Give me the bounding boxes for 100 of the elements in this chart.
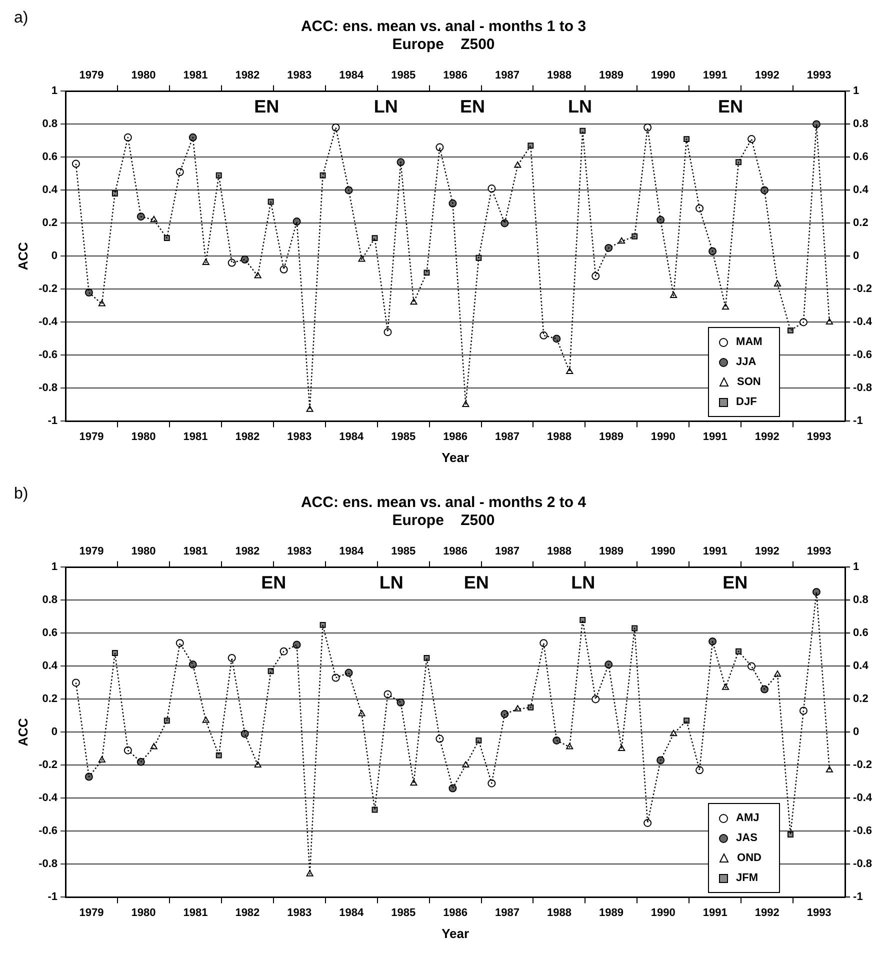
- y2-tick-label: 1: [853, 561, 860, 574]
- x-tick-label: 1990: [650, 546, 676, 558]
- y2-tick-label: -0.4: [853, 316, 873, 328]
- chart-title: ACC: ens. mean vs. anal - months 1 to 3: [300, 18, 586, 36]
- point: [188, 133, 197, 142]
- y2-tick-label: 0.8: [853, 594, 868, 606]
- point: [540, 331, 548, 340]
- x-tick-label: 1989: [598, 70, 624, 82]
- x2-tick-label: 1986: [443, 906, 468, 919]
- point: [150, 216, 158, 222]
- x2-tick-label: 1979: [79, 430, 104, 443]
- y-axis-title: ACC: [15, 242, 30, 270]
- x-tick-label: 1979: [79, 70, 104, 82]
- point: [760, 685, 768, 694]
- y2-tick-label: 0.2: [853, 217, 868, 230]
- x-tick-label: 1992: [754, 546, 780, 558]
- point: [514, 705, 522, 712]
- point: [748, 662, 756, 670]
- x2-tick-label: 1984: [339, 430, 364, 443]
- point: [708, 247, 717, 256]
- point: [812, 588, 820, 596]
- y-tick-label: -1: [48, 891, 58, 904]
- x-tick-label: 1981: [183, 70, 208, 82]
- y-tick-label: -0.8: [38, 858, 58, 870]
- x2-tick-label: 1986: [443, 430, 468, 443]
- y-tick-label: -0.2: [38, 283, 58, 296]
- point: [112, 650, 118, 656]
- x-tick-label: 1980: [131, 70, 156, 82]
- point: [176, 168, 184, 176]
- chart-subtitle: Europe Z500: [392, 512, 495, 530]
- point: [552, 334, 561, 343]
- point: [644, 818, 652, 827]
- y2-tick-label: 0.6: [853, 151, 868, 164]
- y-tick-label: -0.2: [38, 759, 58, 772]
- x2-tick-label: 1988: [546, 906, 572, 919]
- x2-tick-label: 1980: [131, 906, 156, 919]
- y2-tick-label: 0.4: [853, 184, 870, 196]
- legend-label: MAM: [736, 336, 764, 348]
- point: [760, 186, 768, 194]
- point: [344, 668, 353, 677]
- point: [488, 184, 496, 193]
- x-axis-title: Year: [442, 450, 470, 465]
- point: [644, 124, 652, 132]
- y-tick-label: -0.6: [38, 349, 58, 362]
- legend-label: SON: [737, 376, 762, 388]
- y-tick-label: 0.6: [42, 151, 58, 164]
- text: a): [14, 9, 28, 26]
- x2-tick-label: 1982: [235, 906, 260, 919]
- x-tick-label: 1982: [235, 70, 260, 82]
- x2-tick-label: 1991: [702, 430, 728, 443]
- point: [604, 244, 613, 252]
- point: [696, 204, 704, 212]
- chart-subtitle: Europe Z500: [392, 36, 495, 54]
- y-tick-label: 0.8: [42, 594, 58, 606]
- x2-tick-label: 1987: [495, 906, 520, 919]
- point: [604, 660, 613, 669]
- x-tick-label: 1984: [339, 70, 364, 82]
- y2-tick-label: -0.8: [853, 382, 872, 394]
- annotation: EN: [261, 572, 286, 593]
- legend-label: OND: [737, 852, 762, 864]
- x2-tick-label: 1993: [806, 906, 832, 919]
- y2-tick-label: -0.6: [853, 349, 872, 362]
- x2-tick-label: 1993: [806, 430, 832, 443]
- y-tick-label: -0.4: [38, 316, 58, 328]
- x-tick-label: 1985: [391, 70, 416, 82]
- x-tick-label: 1985: [391, 546, 416, 558]
- point: [136, 212, 145, 221]
- x2-tick-label: 1985: [391, 906, 416, 919]
- y-axis-title: ACC: [15, 718, 30, 746]
- y-tick-label: 0.2: [42, 693, 58, 706]
- x-tick-label: 1991: [702, 546, 728, 558]
- y-tick-label: -1: [48, 415, 58, 428]
- annotation: EN: [722, 572, 748, 593]
- legend-label: JJA: [736, 356, 758, 368]
- x-tick-label: 1979: [79, 546, 104, 558]
- point: [736, 648, 742, 654]
- y2-tick-label: 0.8: [853, 118, 868, 130]
- x2-tick-label: 1992: [754, 430, 780, 443]
- x2-tick-label: 1990: [650, 430, 676, 443]
- point: [592, 272, 600, 280]
- x2-tick-label: 1987: [495, 430, 520, 443]
- point: [476, 254, 482, 261]
- x-axis-title: Year: [442, 926, 470, 941]
- annotation: LN: [571, 572, 596, 593]
- point: [164, 718, 170, 724]
- x2-tick-label: 1985: [391, 430, 416, 443]
- x-tick-label: 1982: [235, 546, 260, 558]
- point: [618, 237, 626, 244]
- point: [164, 235, 170, 242]
- point: [500, 710, 509, 718]
- point: [202, 716, 210, 723]
- y-tick-label: -0.4: [38, 792, 58, 804]
- x-tick-label: 1987: [495, 546, 520, 558]
- x-tick-label: 1988: [546, 546, 572, 558]
- point: [124, 133, 132, 142]
- x-tick-label: 1980: [131, 546, 156, 558]
- y2-tick-label: 0: [853, 726, 860, 738]
- point: [228, 654, 236, 662]
- y-tick-label: 0.6: [42, 627, 58, 640]
- point: [396, 698, 405, 706]
